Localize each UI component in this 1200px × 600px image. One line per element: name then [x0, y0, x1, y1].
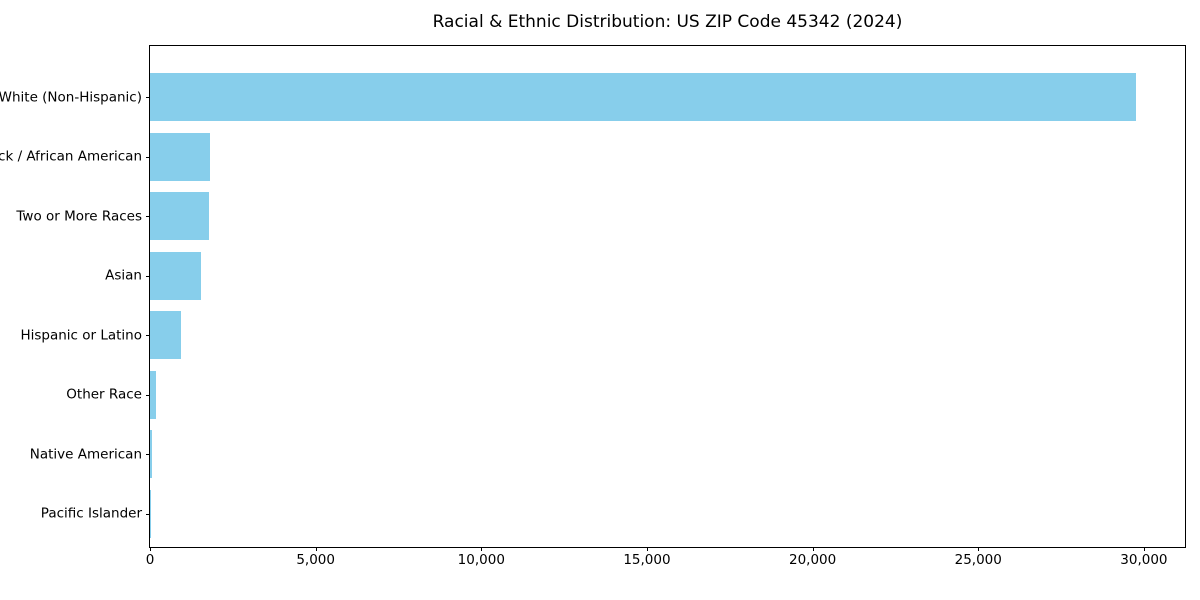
y-axis-label-other-race: Other Race	[66, 386, 142, 403]
y-axis-label-black-african-american: Black / African American	[0, 148, 142, 165]
bar-asian	[150, 251, 202, 300]
y-axis-tick-mark	[146, 275, 150, 277]
bar-other-race	[150, 370, 157, 419]
y-axis-label-hispanic-or-latino: Hispanic or Latino	[20, 327, 142, 344]
y-axis-tick-mark	[146, 513, 150, 515]
y-axis-tick-mark	[146, 335, 150, 337]
x-axis-tick-mark	[481, 547, 483, 551]
bar-black-african-american	[150, 132, 210, 181]
x-axis-tick-label: 30,000	[1120, 552, 1168, 568]
y-axis-tick-mark	[146, 216, 150, 218]
x-axis-tick-label: 0	[145, 552, 155, 568]
y-axis-label-white-non-hispanic: White (Non-Hispanic)	[0, 88, 142, 105]
x-axis-tick-mark	[150, 547, 151, 551]
x-axis-tick-mark	[315, 547, 317, 551]
bar-two-or-more-races	[150, 192, 209, 241]
y-axis-tick-mark	[146, 454, 150, 456]
x-axis-tick-label: 15,000	[623, 552, 671, 568]
y-axis-tick-mark	[146, 156, 150, 158]
y-axis-label-native-american: Native American	[29, 446, 142, 463]
y-axis-label-asian: Asian	[105, 267, 142, 284]
chart-title: Racial & Ethnic Distribution: US ZIP Cod…	[432, 12, 903, 32]
x-axis-tick-mark	[646, 547, 648, 551]
x-axis-tick-mark	[978, 547, 980, 551]
y-axis-tick-mark	[146, 394, 150, 396]
x-axis-tick-label: 25,000	[954, 552, 1002, 568]
x-axis-tick-label: 5,000	[296, 552, 335, 568]
y-axis-label-pacific-islander: Pacific Islander	[40, 505, 142, 522]
x-axis-tick-mark	[812, 547, 814, 551]
y-axis-tick-mark	[146, 97, 150, 98]
bar-native-american	[150, 430, 152, 479]
y-axis-label-two-or-more-races: Two or More Races	[16, 207, 142, 224]
x-axis-tick-mark	[1143, 547, 1145, 551]
bar-white-non-hispanic	[150, 73, 1136, 121]
bar-hispanic-or-latino	[150, 311, 181, 360]
x-axis-tick-label: 10,000	[457, 552, 505, 568]
plot-area: White (Non-Hispanic) Black / African Amer…	[0, 45, 1186, 567]
x-axis-tick-label: 20,000	[788, 552, 837, 568]
